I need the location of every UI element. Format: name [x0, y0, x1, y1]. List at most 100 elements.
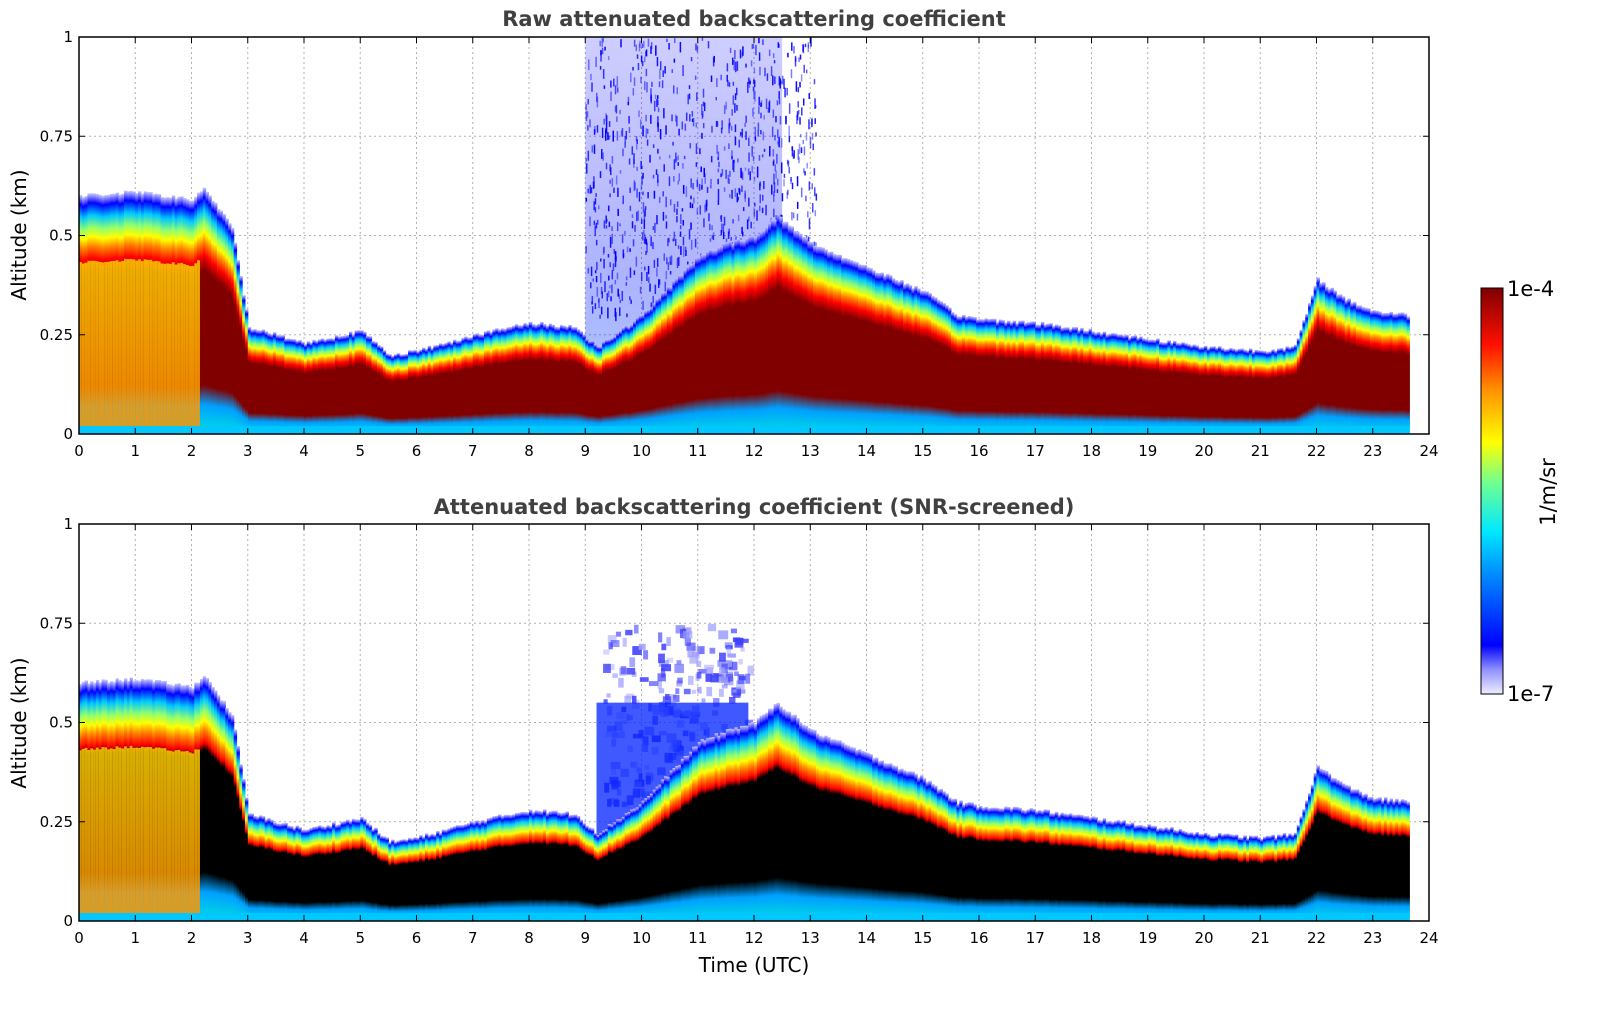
backscatter-column [318, 339, 322, 434]
noise-speck [710, 184, 712, 189]
noise-speck [770, 66, 773, 77]
noise-speck [640, 160, 642, 170]
backscatter-column [720, 245, 724, 434]
noise-speck [712, 57, 715, 67]
backscatter-column [1170, 343, 1174, 434]
noise-speck [772, 149, 775, 157]
noise-speck [606, 293, 608, 302]
noise-speck [599, 66, 602, 70]
backscatter-column [872, 758, 876, 921]
backscatter-column [934, 785, 938, 921]
noise-speck [668, 154, 671, 159]
backscatter-column [1279, 347, 1284, 434]
backscatter-column [1153, 340, 1157, 434]
noise-speck [618, 293, 621, 300]
backscatter-column [1085, 330, 1090, 434]
backscatter-column [995, 807, 1000, 921]
screened-noise-speck [737, 674, 745, 685]
noise-speck [790, 179, 792, 184]
backscatter-column [354, 819, 359, 921]
backscatter-column [363, 331, 367, 434]
noise-speck [788, 136, 791, 143]
panel-title-raw: Raw attenuated backscattering coefficien… [502, 7, 1006, 31]
screened-noise-speck [632, 646, 642, 656]
noise-speck [735, 61, 737, 73]
x-tick-label: 19 [1138, 442, 1157, 460]
backscatter-column [998, 319, 1003, 434]
noise-speck [813, 186, 816, 196]
backscatter-column [1263, 351, 1267, 434]
backscatter-column [1268, 835, 1273, 921]
noise-speck [797, 110, 800, 115]
backscatter-column [495, 815, 499, 921]
noise-speck [800, 147, 803, 153]
backscatter-column [1378, 311, 1382, 434]
backscatter-column [1153, 825, 1157, 921]
noise-speck [758, 37, 760, 44]
noise-speck [780, 162, 783, 174]
backscatter-column [531, 811, 536, 921]
x-tick-label: 7 [468, 442, 478, 460]
backscatter-column [956, 316, 960, 434]
noise-speck [608, 275, 610, 281]
backscatter-column [723, 242, 727, 434]
noise-speck [705, 200, 708, 210]
x-tick-label: 11 [688, 442, 707, 460]
noise-speck [659, 156, 661, 160]
noise-speck [615, 175, 618, 185]
noise-speck [703, 218, 705, 228]
backscatter-column [391, 839, 395, 921]
surface-layer [79, 426, 1410, 434]
noise-speck [760, 130, 762, 135]
backscatter-column [1400, 799, 1405, 921]
noise-speck [631, 221, 634, 229]
x-tick-label: 20 [1194, 442, 1213, 460]
backscatter-column [1091, 816, 1095, 921]
backscatter-column [756, 718, 761, 921]
backscatter-column [1046, 809, 1050, 921]
noise-speck [771, 126, 774, 138]
backscatter-column [652, 789, 657, 921]
noise-speck [736, 192, 739, 203]
noise-speck [776, 100, 779, 106]
backscatter-column [658, 297, 662, 434]
screened-noise-speck [705, 673, 713, 682]
x-tick-label: 4 [299, 929, 309, 947]
noise-speck [774, 76, 776, 84]
noise-speck [725, 169, 727, 179]
backscatter-column [365, 822, 370, 921]
noise-speck [657, 179, 659, 187]
noise-speck [773, 194, 775, 202]
backscatter-column [644, 798, 648, 921]
backscatter-column [1243, 349, 1247, 434]
noise-speck [721, 168, 724, 176]
screened-noise-speck [639, 677, 649, 682]
screened-noise-speck [701, 698, 706, 703]
noise-speck [599, 258, 602, 262]
backscatter-lower-layer [169, 750, 173, 921]
backscatter-column [205, 678, 209, 921]
noise-speck [688, 93, 691, 100]
noise-speck [778, 76, 781, 86]
noise-speck [607, 290, 610, 298]
backscatter-column [1164, 827, 1169, 921]
backscatter-lower-layer [174, 264, 179, 434]
noise-speck [630, 72, 632, 83]
noise-speck [688, 229, 691, 240]
backscatter-column [427, 345, 432, 434]
noise-speck [717, 151, 720, 160]
noise-speck [654, 222, 656, 233]
backscatter-column [829, 739, 834, 921]
noise-speck [639, 286, 642, 294]
noise-speck [594, 207, 597, 213]
noise-speck [673, 38, 676, 44]
screened-noise-speck [629, 657, 636, 668]
backscatter-column [694, 257, 699, 434]
backscatter-column [849, 746, 854, 921]
noise-speck [603, 258, 605, 269]
noise-speck [634, 182, 636, 190]
noise-speck [661, 80, 664, 89]
backscatter-column [239, 764, 243, 921]
backscatter-column [1001, 808, 1005, 921]
noise-speck [780, 138, 783, 148]
